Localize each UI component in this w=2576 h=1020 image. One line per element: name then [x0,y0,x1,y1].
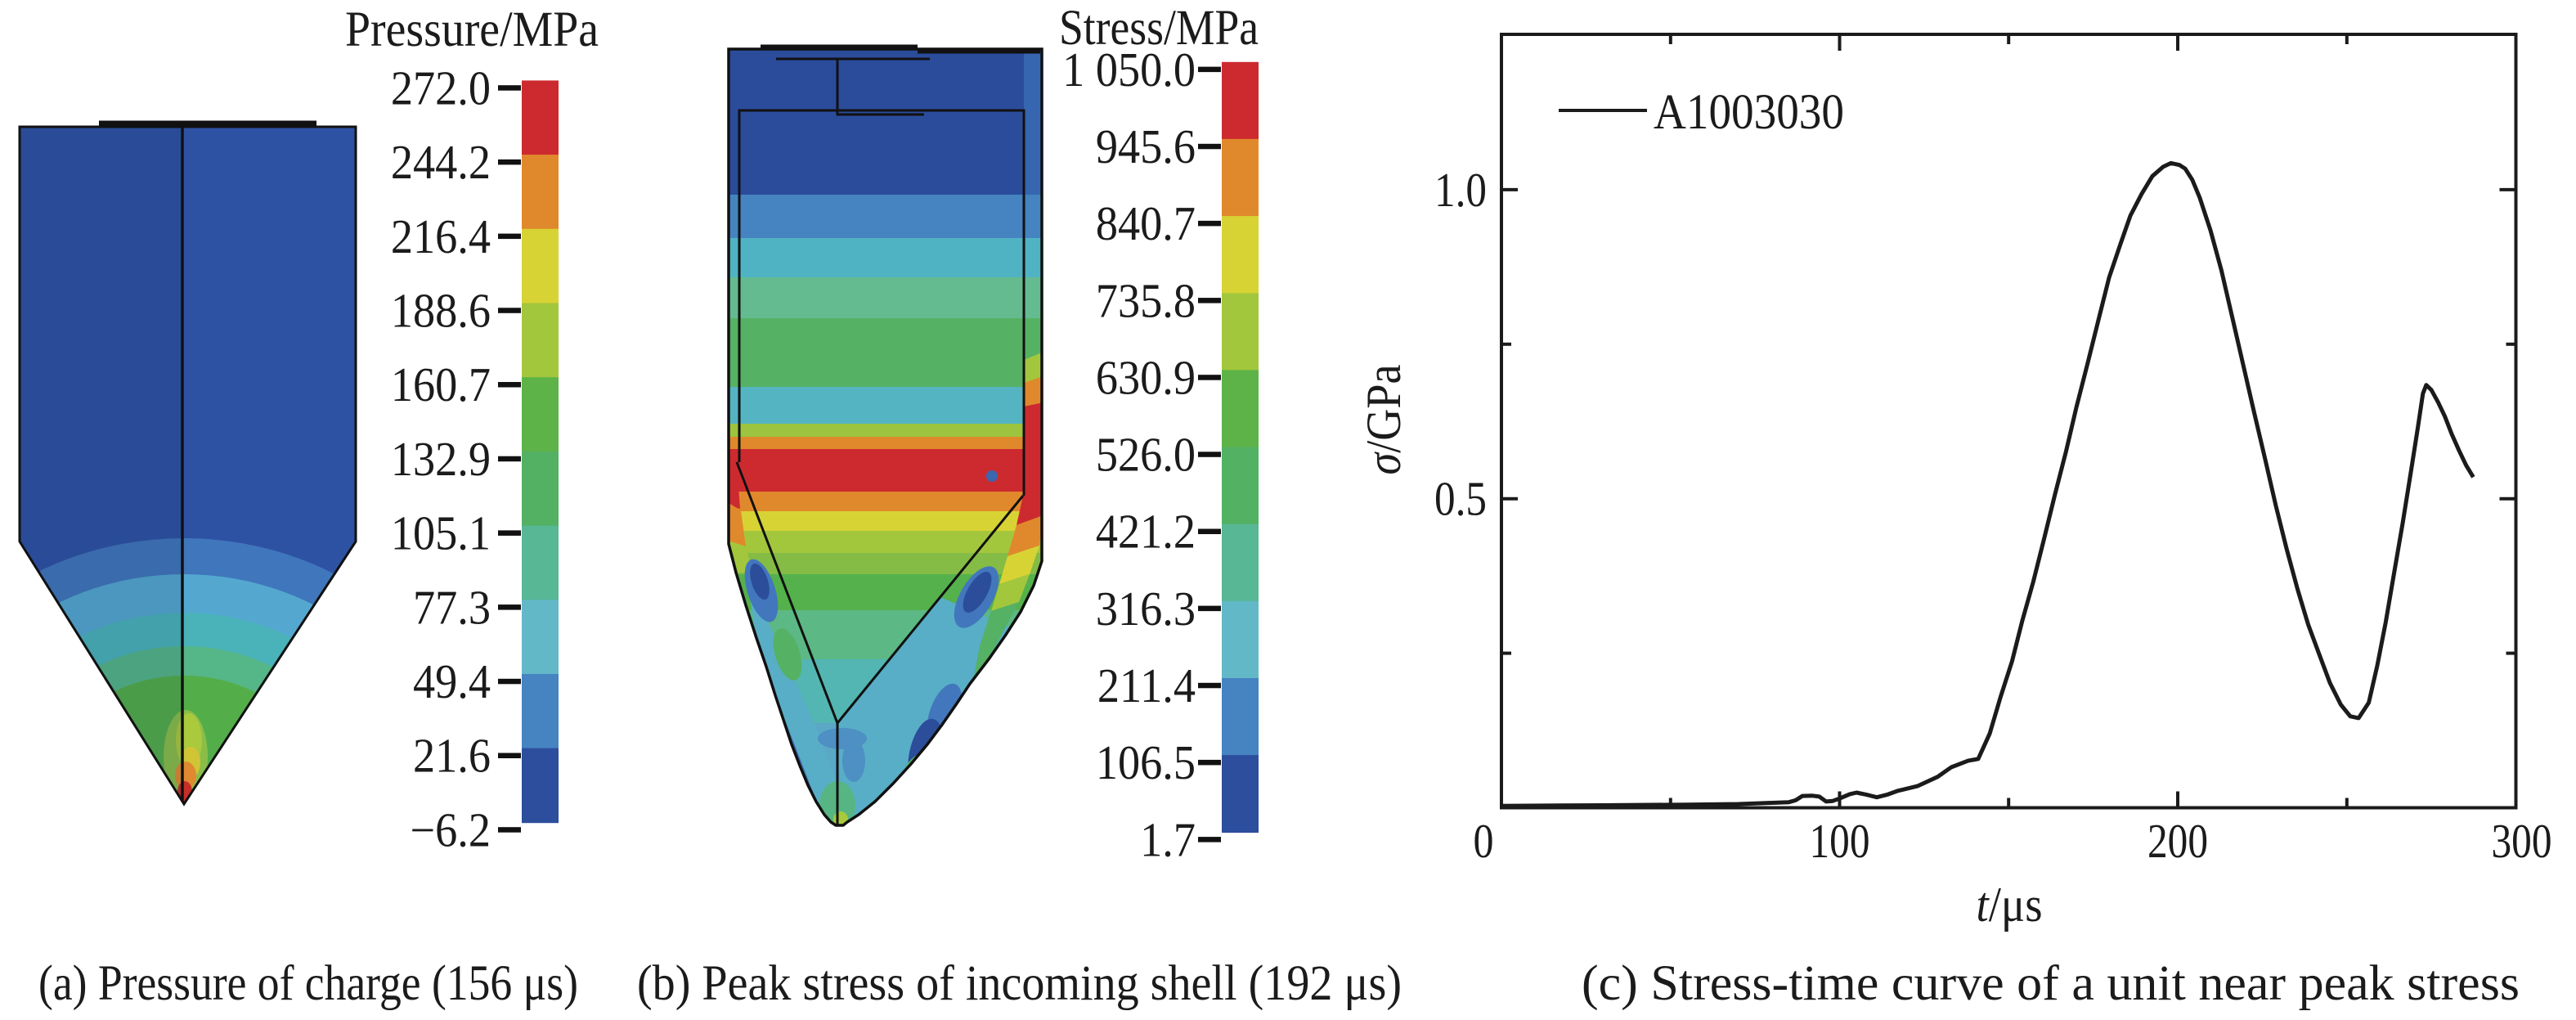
svg-text:840.7: 840.7 [1096,196,1196,250]
svg-text:132.9: 132.9 [391,432,491,486]
svg-text:211.4: 211.4 [1097,658,1196,712]
svg-text:106.5: 106.5 [1096,735,1196,789]
svg-text:1.7: 1.7 [1140,812,1196,866]
svg-text:300: 300 [2492,814,2552,868]
svg-text:1 050.0: 1 050.0 [1062,43,1196,97]
svg-text:188.6: 188.6 [391,284,491,338]
svg-text:Stress/MPa: Stress/MPa [1059,1,1259,56]
svg-text:200: 200 [2147,814,2208,868]
svg-text:21.6: 21.6 [413,729,491,783]
svg-text:945.6: 945.6 [1096,119,1196,173]
svg-text:t/μs: t/μs [1977,878,2043,932]
svg-text:100: 100 [1810,814,1870,868]
svg-text:49.4: 49.4 [413,654,491,708]
svg-text:630.9: 630.9 [1096,350,1196,404]
svg-text:−6.2: −6.2 [411,802,491,856]
svg-text:244.2: 244.2 [391,135,491,189]
svg-text:160.7: 160.7 [391,357,491,411]
svg-text:A1003030: A1003030 [1654,85,1844,140]
svg-text:(b) Peak stress of incoming s: (b) Peak stress of incoming shell (192 μ… [637,956,1402,1011]
svg-text:σ/GPa: σ/GPa [1357,365,1411,475]
svg-text:1.0: 1.0 [1434,163,1487,217]
svg-text:(c) Stress-time curve of a uni: (c) Stress-time curve of a unit near pea… [1582,956,2520,1011]
svg-text:(a) Pressure of charge (156 μs: (a) Pressure of charge (156 μs) [38,956,578,1011]
svg-text:77.3: 77.3 [413,580,491,634]
svg-text:735.8: 735.8 [1096,273,1196,327]
svg-text:0: 0 [1474,814,1494,868]
svg-text:0.5: 0.5 [1434,472,1487,526]
svg-text:421.2: 421.2 [1096,505,1196,559]
svg-text:316.3: 316.3 [1096,582,1196,636]
svg-text:526.0: 526.0 [1096,428,1196,482]
svg-text:105.1: 105.1 [391,506,491,560]
svg-text:Pressure/MPa: Pressure/MPa [345,2,599,57]
svg-text:216.4: 216.4 [391,209,491,263]
svg-text:272.0: 272.0 [391,61,491,115]
